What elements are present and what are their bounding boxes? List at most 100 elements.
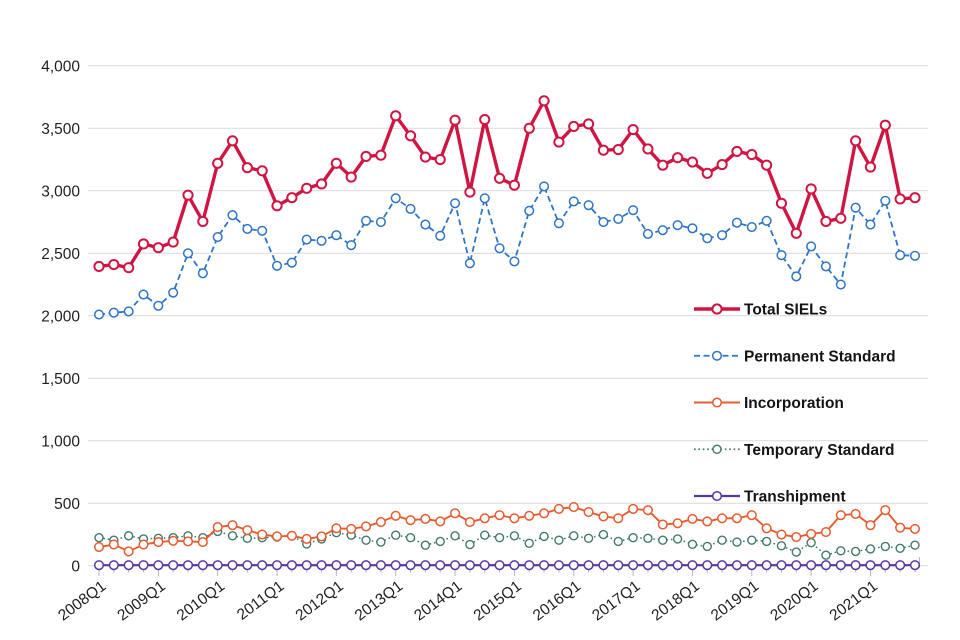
data-point-marker [375,560,386,571]
data-point-marker [301,560,312,571]
series-transhipment [93,560,921,571]
data-point-marker [137,238,150,250]
data-point-marker [538,95,550,107]
data-point-marker [108,258,120,271]
data-point-marker [523,122,535,134]
data-point-marker [880,560,891,571]
data-point-marker [717,230,728,241]
data-point-marker [390,560,401,571]
data-point-marker [672,220,683,231]
data-point-marker [776,541,787,551]
data-point-marker [642,228,653,239]
data-point-marker [509,256,520,267]
data-point-marker [168,535,179,546]
data-point-marker [702,541,712,552]
data-point-marker [509,513,520,524]
y-axis-tick-label: 500 [54,496,80,513]
data-point-marker [909,523,921,534]
legend: Total SIELs Permanent Standard Incorporati… [694,302,896,506]
x-axis-tick-label: 2021Q1 [827,578,881,625]
data-point-marker [242,533,253,543]
data-point-marker [286,192,298,204]
data-point-marker [761,159,773,171]
data-point-marker [271,560,283,571]
series-permanent-standard [93,181,921,320]
data-point-marker [895,522,906,533]
data-point-marker [568,502,579,513]
data-point-marker [628,205,639,216]
x-axis-tick-label: 2011Q1 [234,578,287,624]
data-point-marker [895,543,905,553]
data-point-marker [820,560,832,571]
data-point-marker [271,531,283,542]
data-point-marker [167,236,179,248]
data-point-marker [479,513,490,524]
data-point-marker [909,192,921,204]
legend-item-temporary-standard: Temporary Standard [694,442,894,459]
data-point-marker [420,219,431,230]
data-point-marker [405,560,416,571]
x-axis-labels: 2008Q1 2009Q1 2010Q1 2011Q1 2012Q1 2013Q1 2014… [55,578,881,625]
data-point-marker [360,560,372,571]
legend-marker-sample [711,350,723,361]
data-point-marker [286,560,297,571]
data-point-marker [775,197,788,209]
data-point-marker [479,193,490,204]
data-point-marker [583,507,594,518]
data-point-marker [865,520,876,531]
series-incorporation [93,502,921,557]
data-point-marker [717,560,728,571]
data-point-marker [375,217,386,228]
data-point-marker [850,546,861,557]
data-point-marker [909,560,921,571]
data-point-marker [761,560,772,571]
data-point-marker [480,530,490,540]
data-point-marker [493,172,506,184]
data-point-marker [464,560,475,571]
data-point-marker [835,279,846,290]
data-point-marker [850,135,862,147]
data-point-marker [404,130,417,142]
data-point-marker [568,196,579,207]
data-point-marker [197,268,208,279]
data-point-marker [405,203,416,214]
y-axis-tick-label: 4,000 [41,58,80,75]
legend-label: Permanent Standard [744,348,896,365]
legend-label: Total SIELs [744,302,827,319]
data-point-marker [227,560,238,571]
data-point-marker [331,560,342,571]
data-point-marker [746,148,758,161]
data-point-marker [746,560,757,571]
data-point-marker [672,518,683,529]
data-point-marker [776,529,787,540]
data-point-marker [391,530,401,540]
data-point-marker [93,309,105,320]
data-point-marker [865,544,876,554]
data-point-marker [508,179,521,191]
data-point-marker [494,560,505,571]
data-point-marker [746,510,757,521]
data-point-marker [93,542,105,553]
data-point-marker [123,546,134,557]
data-point-marker [791,271,802,282]
data-point-marker [524,205,535,216]
data-point-marker [330,157,342,169]
data-point-marker [583,200,594,211]
data-point-marker [465,539,475,550]
series-line [98,99,916,270]
data-point-marker [716,158,728,171]
data-point-marker [627,123,639,136]
data-point-marker [805,183,817,195]
y-axis-tick-label: 0 [71,558,80,575]
data-point-marker [597,144,610,156]
data-point-marker [583,533,594,543]
data-point-marker [346,560,357,571]
data-point-marker [271,260,283,271]
data-point-marker [509,560,520,571]
data-point-marker [687,223,698,234]
data-point-marker [449,114,461,126]
data-point-marker [880,505,891,516]
data-point-marker [301,182,313,194]
data-point-marker [686,156,699,168]
